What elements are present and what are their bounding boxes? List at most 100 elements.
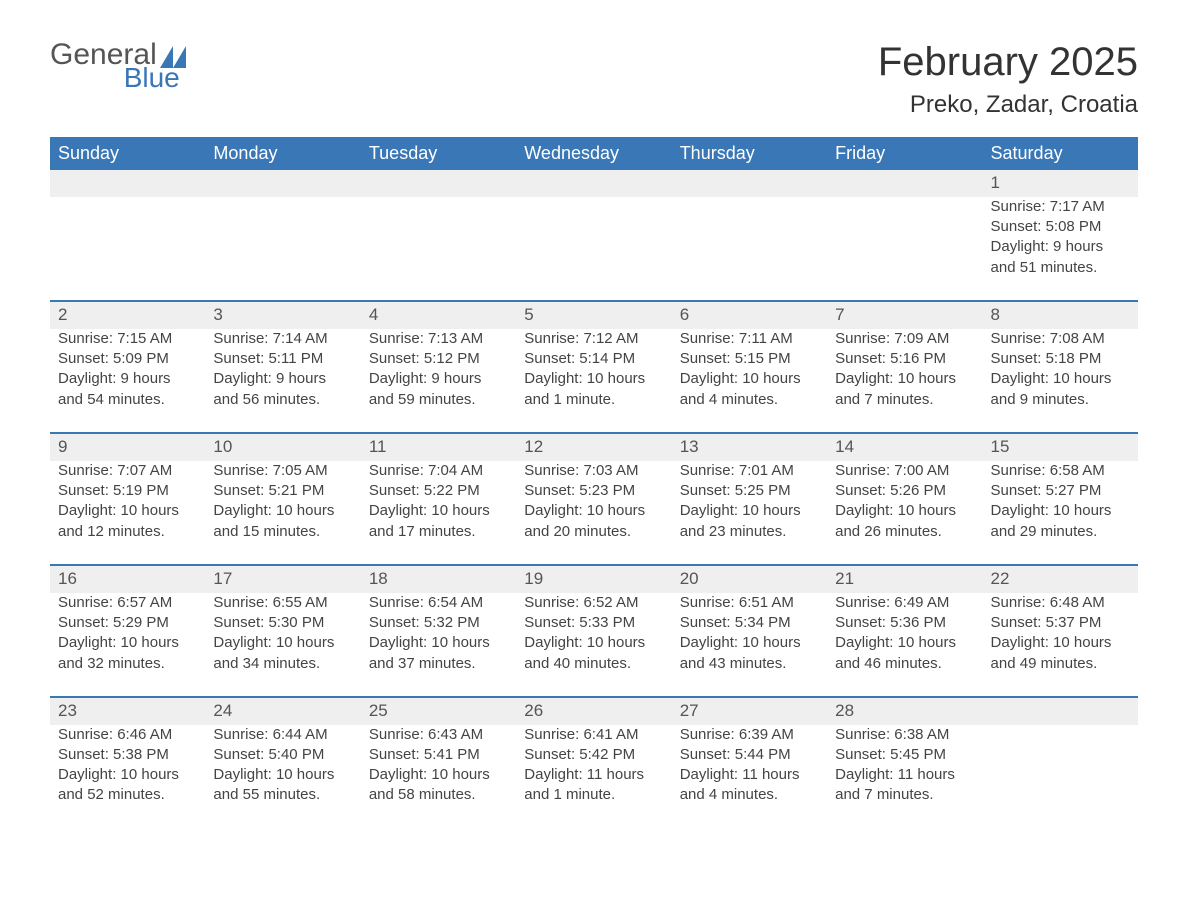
dl1-text: Daylight: 10 hours [524, 501, 663, 521]
sunset-text: Sunset: 5:15 PM [680, 349, 819, 369]
sunset-text: Sunset: 5:21 PM [213, 481, 352, 501]
sunset-text: Sunset: 5:09 PM [58, 349, 197, 369]
day-detail-cell: Sunrise: 7:14 AMSunset: 5:11 PMDaylight:… [205, 329, 360, 433]
day-detail-cell: Sunrise: 6:55 AMSunset: 5:30 PMDaylight:… [205, 593, 360, 697]
day-header: Friday [827, 137, 982, 170]
dl2-text: and 34 minutes. [213, 654, 352, 674]
dl2-text: and 59 minutes. [369, 390, 508, 410]
day-detail-row: Sunrise: 6:46 AMSunset: 5:38 PMDaylight:… [50, 725, 1138, 828]
day-number-cell: 28 [827, 697, 982, 725]
day-number-cell: 23 [50, 697, 205, 725]
sunset-text: Sunset: 5:26 PM [835, 481, 974, 501]
day-number-cell: 4 [361, 301, 516, 329]
day-detail-cell: Sunrise: 6:38 AMSunset: 5:45 PMDaylight:… [827, 725, 982, 828]
dl2-text: and 46 minutes. [835, 654, 974, 674]
day-detail-cell: Sunrise: 6:44 AMSunset: 5:40 PMDaylight:… [205, 725, 360, 828]
day-detail-cell: Sunrise: 7:11 AMSunset: 5:15 PMDaylight:… [672, 329, 827, 433]
day-number-cell: 11 [361, 433, 516, 461]
dl2-text: and 32 minutes. [58, 654, 197, 674]
dl1-text: Daylight: 10 hours [369, 501, 508, 521]
dl2-text: and 29 minutes. [991, 522, 1130, 542]
dl2-text: and 55 minutes. [213, 785, 352, 805]
dl1-text: Daylight: 10 hours [991, 501, 1130, 521]
calendar-table: Sunday Monday Tuesday Wednesday Thursday… [50, 137, 1138, 828]
dl1-text: Daylight: 9 hours [991, 237, 1130, 257]
sunrise-text: Sunrise: 7:11 AM [680, 329, 819, 349]
dl2-text: and 15 minutes. [213, 522, 352, 542]
day-number-cell: 13 [672, 433, 827, 461]
sunset-text: Sunset: 5:12 PM [369, 349, 508, 369]
dl1-text: Daylight: 10 hours [835, 633, 974, 653]
day-number-cell: 6 [672, 301, 827, 329]
day-number-cell: 8 [983, 301, 1138, 329]
sunset-text: Sunset: 5:42 PM [524, 745, 663, 765]
day-number-cell: 9 [50, 433, 205, 461]
header: General Blue February 2025 Preko, Zadar,… [50, 40, 1138, 129]
sunrise-text: Sunrise: 7:05 AM [213, 461, 352, 481]
day-detail-cell [516, 197, 671, 301]
sunset-text: Sunset: 5:30 PM [213, 613, 352, 633]
sunrise-text: Sunrise: 7:17 AM [991, 197, 1130, 217]
day-number-cell: 12 [516, 433, 671, 461]
dl1-text: Daylight: 11 hours [680, 765, 819, 785]
sunrise-text: Sunrise: 6:54 AM [369, 593, 508, 613]
day-header: Sunday [50, 137, 205, 170]
day-number-cell: 5 [516, 301, 671, 329]
day-detail-row: Sunrise: 7:15 AMSunset: 5:09 PM Daylight:… [50, 329, 1138, 433]
sunrise-text: Sunrise: 6:48 AM [991, 593, 1130, 613]
dl2-text: and 51 minutes. [991, 258, 1130, 278]
day-number-row: 2345678 [50, 301, 1138, 329]
dl2-text: and 17 minutes. [369, 522, 508, 542]
sunrise-text: Sunrise: 7:09 AM [835, 329, 974, 349]
sunset-text: Sunset: 5:23 PM [524, 481, 663, 501]
dl1-text: Daylight: 10 hours [524, 633, 663, 653]
sunset-text: Sunset: 5:16 PM [835, 349, 974, 369]
day-number-cell: 17 [205, 565, 360, 593]
logo: General Blue [50, 40, 186, 92]
day-detail-cell: Sunrise: 7:15 AMSunset: 5:09 PMDaylight:… [50, 329, 205, 433]
dl1-text: Daylight: 9 hours [369, 369, 508, 389]
day-detail-cell: Sunrise: 6:43 AMSunset: 5:41 PMDaylight:… [361, 725, 516, 828]
day-number-cell: 18 [361, 565, 516, 593]
day-detail-cell: Sunrise: 7:09 AMSunset: 5:16 PMDaylight:… [827, 329, 982, 433]
sunrise-text: Sunrise: 7:15 AM [58, 329, 197, 349]
day-detail-cell: Sunrise: 7:01 AMSunset: 5:25 PMDaylight:… [672, 461, 827, 565]
sunset-text: Sunset: 5:45 PM [835, 745, 974, 765]
day-number-cell [983, 697, 1138, 725]
day-detail-cell [361, 197, 516, 301]
day-detail-cell: Sunrise: 6:52 AMSunset: 5:33 PMDaylight:… [516, 593, 671, 697]
dl1-text: Daylight: 10 hours [213, 765, 352, 785]
day-detail-cell: Sunrise: 7:13 AMSunset: 5:12 PMDaylight:… [361, 329, 516, 433]
day-number-cell: 10 [205, 433, 360, 461]
dl1-text: Daylight: 9 hours [213, 369, 352, 389]
dl1-text: Daylight: 10 hours [213, 633, 352, 653]
day-number-cell [516, 170, 671, 197]
dl1-text: Daylight: 10 hours [58, 633, 197, 653]
day-detail-cell: Sunrise: 7:07 AMSunset: 5:19 PMDaylight:… [50, 461, 205, 565]
dl2-text: and 52 minutes. [58, 785, 197, 805]
day-detail-cell: Sunrise: 6:48 AMSunset: 5:37 PMDaylight:… [983, 593, 1138, 697]
sunset-text: Sunset: 5:34 PM [680, 613, 819, 633]
dl2-text: and 49 minutes. [991, 654, 1130, 674]
sunset-text: Sunset: 5:22 PM [369, 481, 508, 501]
sunset-text: Sunset: 5:33 PM [524, 613, 663, 633]
day-detail-cell: Sunrise: 7:04 AMSunset: 5:22 PMDaylight:… [361, 461, 516, 565]
day-detail-cell: Sunrise: 6:51 AMSunset: 5:34 PMDaylight:… [672, 593, 827, 697]
sunrise-text: Sunrise: 7:01 AM [680, 461, 819, 481]
day-detail-cell: Sunrise: 7:03 AMSunset: 5:23 PMDaylight:… [516, 461, 671, 565]
day-detail-cell: Sunrise: 6:58 AMSunset: 5:27 PMDaylight:… [983, 461, 1138, 565]
dl2-text: and 54 minutes. [58, 390, 197, 410]
sunrise-text: Sunrise: 7:12 AM [524, 329, 663, 349]
sunset-text: Sunset: 5:18 PM [991, 349, 1130, 369]
title-block: February 2025 Preko, Zadar, Croatia [878, 40, 1138, 129]
day-detail-row: Sunrise: 7:07 AMSunset: 5:19 PMDaylight:… [50, 461, 1138, 565]
day-header-row: Sunday Monday Tuesday Wednesday Thursday… [50, 137, 1138, 170]
day-detail-cell [827, 197, 982, 301]
day-detail-cell: Sunrise: 7:17 AMSunset: 5:08 PMDaylight:… [983, 197, 1138, 301]
day-detail-cell [983, 725, 1138, 828]
day-detail-cell [50, 197, 205, 301]
dl1-text: Daylight: 10 hours [680, 369, 819, 389]
day-number-cell [361, 170, 516, 197]
dl1-text: Daylight: 10 hours [835, 501, 974, 521]
day-number-cell: 25 [361, 697, 516, 725]
